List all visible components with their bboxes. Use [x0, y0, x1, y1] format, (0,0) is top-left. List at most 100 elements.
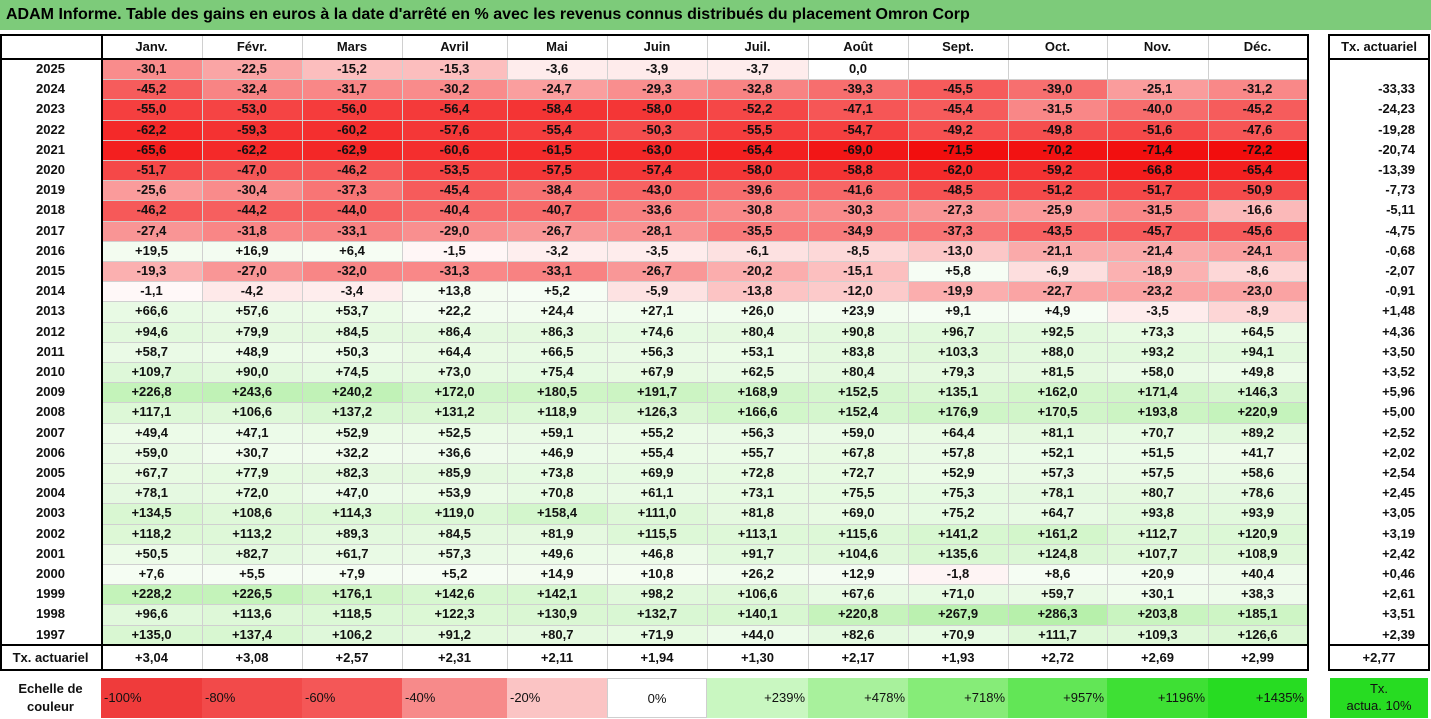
color-scale-label-line1: Echelle de	[18, 681, 83, 696]
heatmap-cell: +103,3	[908, 341, 1008, 362]
heatmap-cell: +56,3	[707, 422, 808, 443]
heatmap-cell: -33,1	[302, 220, 402, 241]
heatmap-cell: +142,1	[507, 584, 607, 605]
grid-line	[101, 442, 1307, 444]
year-label: 2011	[36, 343, 65, 359]
heatmap-cell: -33,6	[607, 200, 707, 221]
heatmap-cell: +5,8	[908, 261, 1008, 282]
heatmap-cell: +72,8	[707, 463, 808, 484]
heatmap-cell: -47,6	[1208, 119, 1307, 140]
grid-line	[101, 341, 1307, 343]
heatmap-cell: +106,6	[707, 584, 808, 605]
heatmap-cell: +71,9	[607, 624, 707, 645]
heatmap-cell: -45,4	[908, 99, 1008, 120]
heatmap-cell: +172,0	[402, 382, 507, 403]
target-rate-line2: actua. 10%	[1346, 698, 1412, 713]
heatmap-cell: -47,1	[808, 99, 908, 120]
heatmap-cell: +64,4	[908, 422, 1008, 443]
year-label: 2020	[36, 162, 65, 177]
heatmap-cell: +51,5	[1107, 442, 1208, 463]
heatmap-cell: -56,0	[302, 99, 402, 120]
heatmap-cell: +243,6	[202, 382, 302, 403]
heatmap-cell: -24,1	[1208, 240, 1307, 261]
heatmap-cell: +171,4	[1107, 382, 1208, 403]
heatmap-cell: +7,6	[101, 564, 202, 585]
heatmap-cell: -45,5	[908, 79, 1008, 100]
heatmap-cell: -19,3	[101, 261, 202, 282]
heatmap-cell	[1008, 59, 1107, 80]
heatmap-cell: +71,0	[908, 584, 1008, 605]
year-label: 2012	[36, 323, 65, 339]
heatmap-cell: -8,9	[1208, 301, 1307, 322]
heatmap-cell: +180,5	[507, 382, 607, 403]
heatmap-cell: +75,2	[908, 503, 1008, 524]
heatmap-cell: +57,5	[1107, 463, 1208, 484]
heatmap-cell: +66,5	[507, 341, 607, 362]
heatmap-cell: +166,6	[707, 402, 808, 423]
heatmap-cell: -62,0	[908, 160, 1008, 181]
table-divider	[1328, 643, 1430, 646]
heatmap-cell: +50,5	[101, 543, 202, 564]
grid-line	[707, 34, 708, 671]
month-header: Févr.	[236, 39, 268, 54]
heatmap-cell: +226,8	[101, 382, 202, 403]
rate-cell: -19,28	[1378, 121, 1415, 137]
heatmap-cell: +120,9	[1208, 523, 1307, 544]
heatmap-cell: +93,2	[1107, 341, 1208, 362]
heatmap-cell: +286,3	[1008, 604, 1107, 625]
heatmap-cell: +12,9	[808, 564, 908, 585]
footer-rate-cell: +2,99	[1241, 649, 1274, 665]
heatmap-cell: -47,0	[202, 160, 302, 181]
heatmap-cell: -12,0	[808, 281, 908, 302]
heatmap-cell: -27,4	[101, 220, 202, 241]
grid-line	[101, 463, 1307, 464]
rate-cell: -0,91	[1385, 283, 1415, 299]
year-label: 2002	[36, 525, 65, 541]
heatmap-cell: +80,7	[507, 624, 607, 645]
heatmap-cell: +96,6	[101, 604, 202, 625]
heatmap-cell: -72,2	[1208, 139, 1307, 160]
year-label: 2014	[36, 283, 65, 299]
heatmap-cell: +81,5	[1008, 362, 1107, 383]
heatmap-cell: -62,9	[302, 139, 402, 160]
heatmap-cell: -38,4	[507, 180, 607, 201]
page-title: ADAM Informe. Table des gains en euros à…	[0, 0, 1431, 30]
heatmap-cell: -18,9	[1107, 261, 1208, 282]
heatmap-cell: +82,3	[302, 463, 402, 484]
year-label: 2008	[36, 404, 65, 420]
heatmap-cell: +90,0	[202, 362, 302, 383]
heatmap-cell: -6,1	[707, 240, 808, 261]
heatmap-cell: -25,1	[1107, 79, 1208, 100]
rate-cell: +2,42	[1382, 545, 1415, 561]
heatmap-cell: +72,7	[808, 463, 908, 484]
heatmap-cell: +52,9	[302, 422, 402, 443]
month-header: Mars	[336, 39, 368, 54]
heatmap-cell: +92,5	[1008, 321, 1107, 342]
heatmap-cell: -56,4	[402, 99, 507, 120]
heatmap-cell: -59,2	[1008, 160, 1107, 181]
heatmap-cell: +126,6	[1208, 624, 1307, 645]
grid-line	[101, 422, 1307, 424]
heatmap-cell: +176,1	[302, 584, 402, 605]
footer-rate-cell: +2,57	[335, 649, 369, 665]
heatmap-cell: +77,9	[202, 463, 302, 484]
month-header: Juin	[643, 39, 671, 54]
heatmap-cell: +91,2	[402, 624, 507, 645]
year-label: 2023	[36, 101, 65, 117]
heatmap-cell: -71,5	[908, 139, 1008, 160]
heatmap-cell: +117,1	[101, 402, 202, 423]
heatmap-cell: -23,0	[1208, 281, 1307, 302]
heatmap-cell: -21,1	[1008, 240, 1107, 261]
grid-line	[808, 34, 809, 671]
heatmap-cell: +48,9	[202, 341, 302, 362]
heatmap-cell: +49,8	[1208, 362, 1307, 383]
heatmap-cell: +52,9	[908, 463, 1008, 484]
grid-line	[101, 483, 1307, 485]
heatmap-cell: -32,4	[202, 79, 302, 100]
heatmap-cell: +228,2	[101, 584, 202, 605]
heatmap-cell: +52,5	[402, 422, 507, 443]
heatmap-cell: +191,7	[607, 382, 707, 403]
heatmap-cell: +83,8	[808, 341, 908, 362]
heatmap-cell: +59,0	[101, 442, 202, 463]
year-label: 2024	[36, 81, 65, 97]
